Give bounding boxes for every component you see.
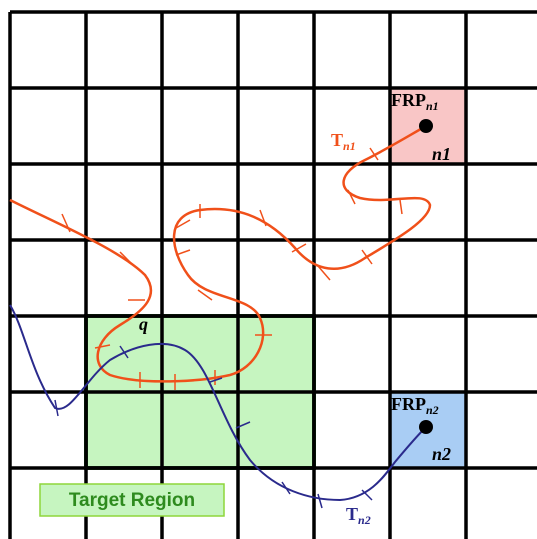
frp-sub: n2 — [426, 403, 439, 417]
query-label: q — [139, 314, 148, 334]
trajectory-ticks — [54, 345, 373, 509]
frp-main: FRP — [391, 90, 426, 110]
traj-n2-label: Tn2 — [346, 504, 371, 527]
traj-main: T — [331, 130, 343, 150]
traj-n1-label: Tn1 — [331, 130, 356, 153]
frp-n1-point — [419, 119, 433, 133]
frp-n1-label: FRPn1 — [391, 90, 439, 113]
traj-main: T — [346, 504, 358, 524]
target-region-label: Target Region — [69, 490, 195, 511]
target-region-box — [39, 483, 225, 517]
trajectory-n1 — [9, 124, 432, 383]
frp-n2-point — [419, 420, 433, 434]
traj-sub: n1 — [343, 139, 356, 153]
frp-sub: n1 — [426, 99, 439, 113]
grid — [8, 10, 537, 539]
traj-sub: n2 — [358, 513, 371, 527]
frp-n2-label: FRPn2 — [391, 394, 439, 417]
cell-label: n1 — [432, 144, 451, 164]
trajectory-ticks — [61, 147, 403, 390]
frp-main: FRP — [391, 394, 426, 414]
cell-label: n2 — [432, 444, 451, 464]
